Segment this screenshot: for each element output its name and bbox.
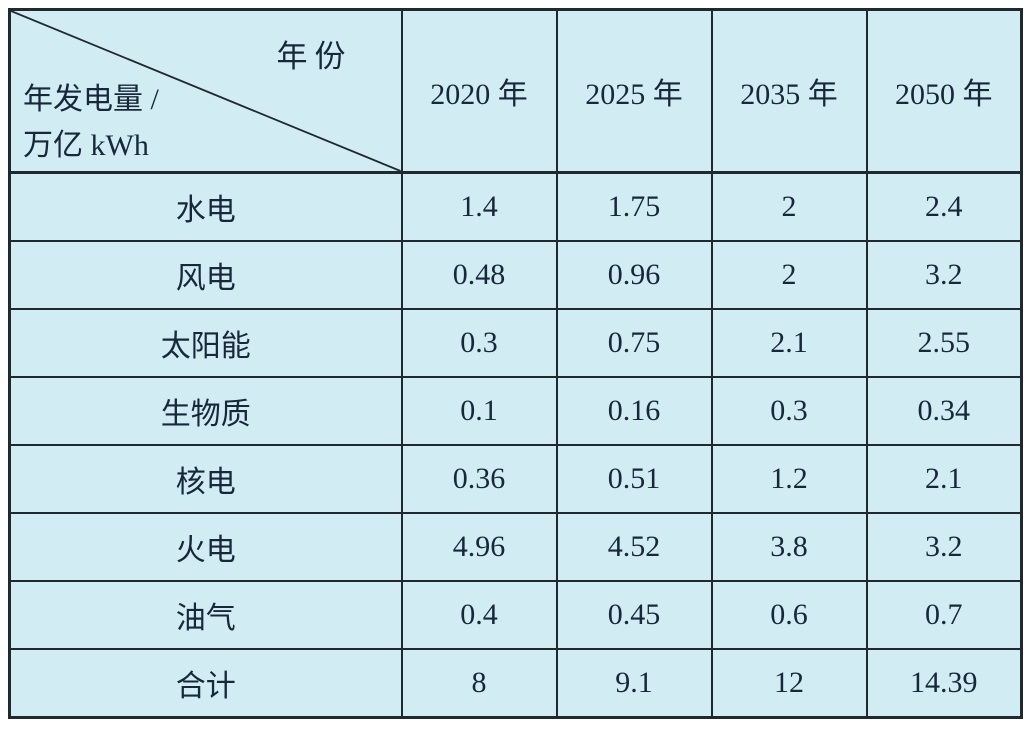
value-cell: 1.4 [400, 171, 558, 242]
value-cell: 3.2 [865, 240, 1023, 310]
value-cell: 0.3 [400, 308, 558, 378]
row-label: 合计 [8, 648, 403, 719]
table-row-thermal: 火电 4.96 4.52 3.8 3.2 [8, 512, 1023, 582]
table-row-total: 合计 8 9.1 12 14.39 [8, 648, 1023, 719]
column-header-2020: 2020 年 [400, 8, 558, 174]
corner-label-unit: 年发电量 / 万亿 kWh [23, 77, 159, 169]
value-cell: 8 [400, 648, 558, 719]
value-cell: 0.3 [710, 376, 868, 446]
row-label: 水电 [8, 171, 403, 242]
value-cell: 2 [710, 171, 868, 242]
value-cell: 0.45 [555, 580, 713, 650]
table-row-solar: 太阳能 0.3 0.75 2.1 2.55 [8, 308, 1023, 378]
value-cell: 0.6 [710, 580, 868, 650]
value-cell: 12 [710, 648, 868, 719]
table-row-nuclear: 核电 0.36 0.51 1.2 2.1 [8, 444, 1023, 514]
value-cell: 0.34 [865, 376, 1023, 446]
value-cell: 0.36 [400, 444, 558, 514]
value-cell: 0.75 [555, 308, 713, 378]
table-row-oilgas: 油气 0.4 0.45 0.6 0.7 [8, 580, 1023, 650]
value-cell: 2.1 [710, 308, 868, 378]
row-label: 生物质 [8, 376, 403, 446]
value-cell: 0.16 [555, 376, 713, 446]
value-cell: 0.1 [400, 376, 558, 446]
corner-header-cell: 年份 年发电量 / 万亿 kWh [8, 8, 403, 174]
row-label: 火电 [8, 512, 403, 582]
corner-label-year: 年份 [276, 39, 353, 74]
header-row: 年份 年发电量 / 万亿 kWh 2020 年 2025 年 2035 年 20… [8, 8, 1023, 174]
row-label: 核电 [8, 444, 403, 514]
value-cell: 0.51 [555, 444, 713, 514]
value-cell: 9.1 [555, 648, 713, 719]
value-cell: 14.39 [865, 648, 1023, 719]
value-cell: 0.48 [400, 240, 558, 310]
corner-unit-line1: 年发电量 / [23, 83, 159, 116]
value-cell: 4.96 [400, 512, 558, 582]
value-cell: 2 [710, 240, 868, 310]
row-label: 太阳能 [8, 308, 403, 378]
diagonal-divider-line [11, 11, 401, 171]
generation-table: 年份 年发电量 / 万亿 kWh 2020 年 2025 年 2035 年 20… [8, 8, 1023, 719]
row-label: 油气 [8, 580, 403, 650]
table-row-hydro: 水电 1.4 1.75 2 2.4 [8, 171, 1023, 242]
value-cell: 0.4 [400, 580, 558, 650]
column-header-2050: 2050 年 [865, 8, 1023, 174]
value-cell: 2.1 [865, 444, 1023, 514]
table-row-wind: 风电 0.48 0.96 2 3.2 [8, 240, 1023, 310]
value-cell: 0.7 [865, 580, 1023, 650]
table-row-biomass: 生物质 0.1 0.16 0.3 0.34 [8, 376, 1023, 446]
value-cell: 1.75 [555, 171, 713, 242]
value-cell: 3.2 [865, 512, 1023, 582]
value-cell: 3.8 [710, 512, 868, 582]
value-cell: 0.96 [555, 240, 713, 310]
page: 年份 年发电量 / 万亿 kWh 2020 年 2025 年 2035 年 20… [8, 8, 1023, 719]
value-cell: 4.52 [555, 512, 713, 582]
row-label: 风电 [8, 240, 403, 310]
corner-unit-line2: 万亿 kWh [23, 129, 149, 162]
value-cell: 2.4 [865, 171, 1023, 242]
column-header-2035: 2035 年 [710, 8, 868, 174]
column-header-2025: 2025 年 [555, 8, 713, 174]
value-cell: 2.55 [865, 308, 1023, 378]
value-cell: 1.2 [710, 444, 868, 514]
